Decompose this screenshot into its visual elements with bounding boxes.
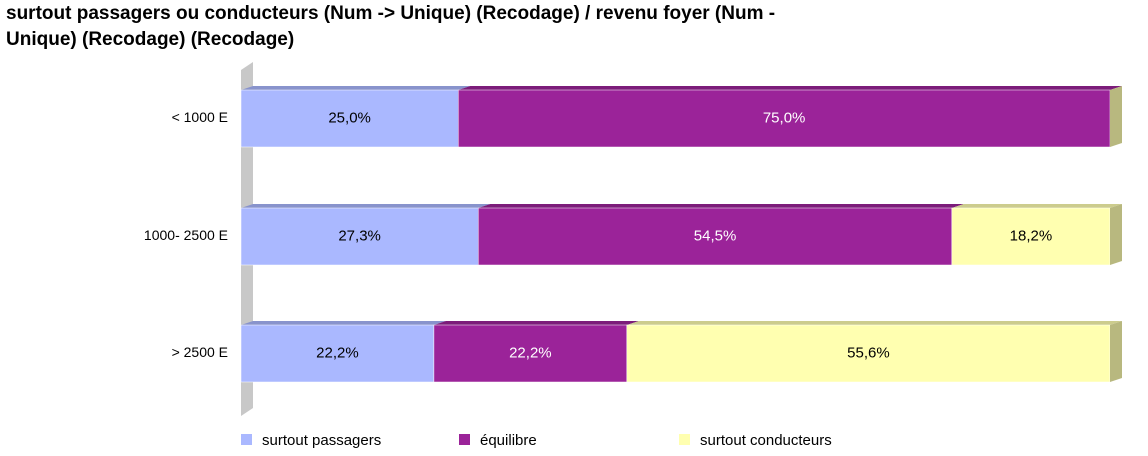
- data-label: 25,0%: [328, 109, 371, 126]
- bar: [477, 207, 953, 266]
- bar: [458, 89, 1111, 148]
- legend-swatch: [241, 434, 252, 445]
- legend-label: surtout passagers: [262, 432, 381, 449]
- bar-top: [458, 86, 1122, 90]
- data-label: 27,3%: [338, 227, 381, 244]
- data-label: 54,5%: [694, 227, 737, 244]
- chart-title: surtout passagers ou conducteurs (Num ->…: [6, 3, 775, 24]
- bar-top: [951, 204, 1122, 208]
- legend-label: équilibre: [480, 432, 537, 449]
- y-tick-label: 1000- 2500 E: [144, 227, 228, 243]
- bar-top: [626, 321, 1122, 325]
- data-label: 55,6%: [847, 344, 890, 361]
- data-label: 18,2%: [1010, 227, 1053, 244]
- bar: [626, 324, 1111, 383]
- bar-side: [1110, 86, 1122, 147]
- bar-side: [1110, 204, 1122, 265]
- y-tick-label: < 1000 E: [172, 109, 228, 125]
- bar-top: [241, 86, 471, 90]
- legend-label: surtout conducteurs: [700, 432, 832, 449]
- bar-side: [1110, 321, 1122, 382]
- bar-top: [433, 321, 639, 325]
- chart-title: Unique) (Recodage) (Recodage): [6, 29, 294, 50]
- bar-top: [241, 321, 446, 325]
- data-label: 75,0%: [763, 109, 806, 126]
- data-label: 22,2%: [316, 344, 359, 361]
- bar: [240, 324, 435, 383]
- bar: [433, 324, 628, 383]
- bar-top: [241, 204, 491, 208]
- bar-top: [478, 204, 964, 208]
- legend-swatch: [679, 434, 690, 445]
- bar: [951, 207, 1111, 266]
- data-label: 22,2%: [509, 344, 552, 361]
- legend-swatch: [459, 434, 470, 445]
- y-tick-label: > 2500 E: [172, 344, 228, 360]
